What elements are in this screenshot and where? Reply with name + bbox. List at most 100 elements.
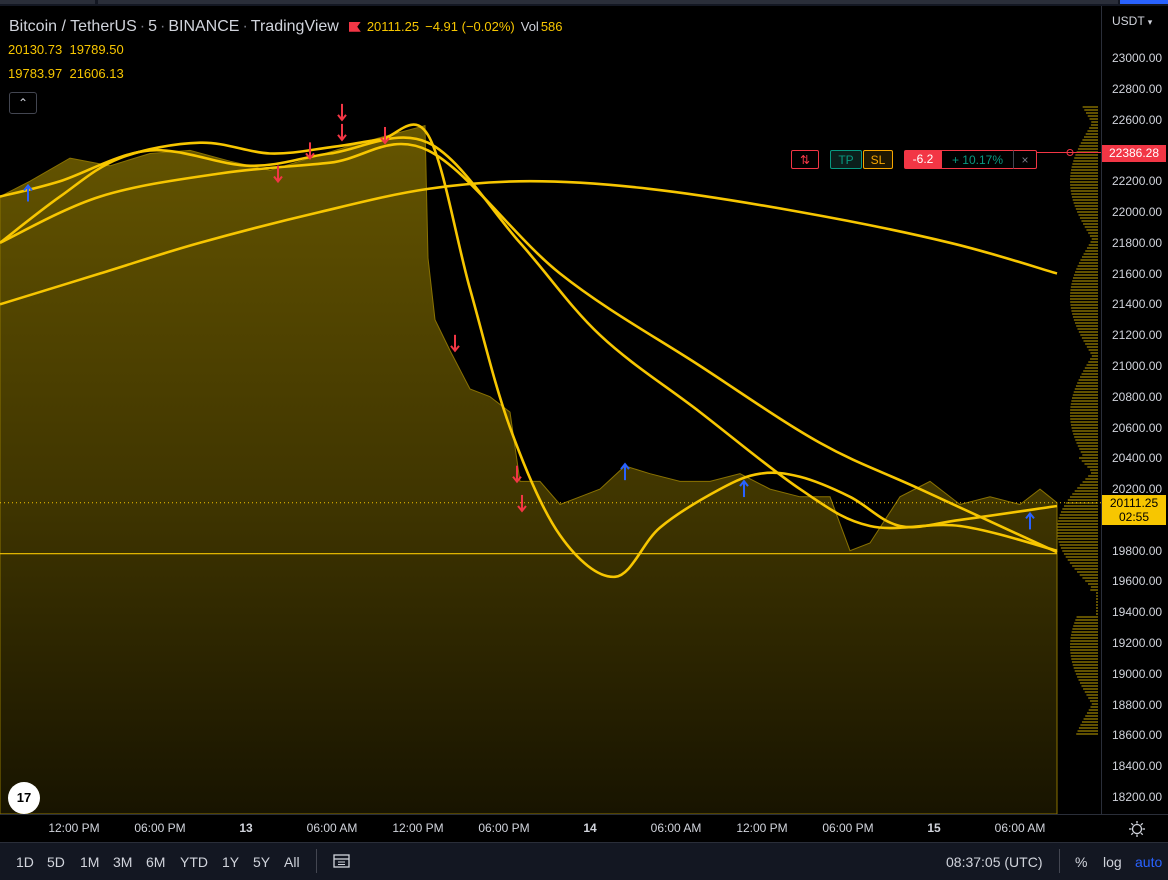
range-button-1y[interactable]: 1Y bbox=[222, 854, 240, 870]
volume-profile-bar bbox=[1073, 625, 1098, 627]
tradingview-logo[interactable]: 17 bbox=[8, 782, 40, 814]
volume-profile-bar bbox=[1077, 487, 1098, 489]
percent-scale-toggle[interactable]: % bbox=[1075, 854, 1088, 870]
range-button-1d[interactable]: 1D bbox=[16, 854, 34, 870]
volume-profile-bar bbox=[1085, 133, 1098, 135]
range-button-1m[interactable]: 1M bbox=[80, 854, 100, 870]
currency-label: USDT bbox=[1112, 14, 1145, 28]
volume-profile-bar bbox=[1056, 526, 1098, 528]
auto-scale-toggle[interactable]: auto bbox=[1135, 854, 1163, 870]
interval[interactable]: 5 bbox=[148, 18, 157, 35]
volume-profile-bar bbox=[1088, 232, 1098, 234]
volume-profile-bar bbox=[1085, 112, 1098, 114]
position-dot[interactable] bbox=[1066, 148, 1074, 156]
volume-profile-bar bbox=[1073, 391, 1098, 393]
volume-profile-bar bbox=[1070, 295, 1098, 297]
take-profit-button[interactable]: TP bbox=[830, 150, 862, 169]
volume-profile-bar bbox=[1056, 532, 1098, 534]
volume-profile-bar bbox=[1077, 148, 1098, 150]
volume-profile-bar bbox=[1089, 127, 1098, 129]
volume-profile-bar bbox=[1090, 124, 1098, 126]
volume-profile-bar bbox=[1077, 211, 1098, 213]
bar-countdown: 02:55 bbox=[1118, 510, 1150, 524]
sell-signal-arrow bbox=[273, 165, 283, 184]
volume-profile-bar bbox=[1057, 535, 1098, 537]
flag-icon[interactable] bbox=[348, 21, 361, 32]
volume-profile-bar bbox=[1077, 676, 1098, 678]
range-button-all[interactable]: All bbox=[284, 854, 300, 870]
volume-profile-bar bbox=[1056, 529, 1098, 531]
volume-profile-bar bbox=[1065, 502, 1098, 504]
volume-profile-bar bbox=[1070, 190, 1098, 192]
volume-profile-bar bbox=[1070, 298, 1098, 300]
time-tick: 12:00 PM bbox=[736, 821, 788, 835]
volume-profile-bar bbox=[1072, 430, 1098, 432]
collapse-legend-button[interactable]: ⌃ bbox=[9, 92, 37, 114]
stop-loss-button[interactable]: SL bbox=[863, 150, 893, 169]
range-button-5d[interactable]: 5D bbox=[47, 854, 65, 870]
time-axis[interactable] bbox=[0, 814, 1168, 843]
divider bbox=[316, 849, 317, 873]
chart-pane[interactable]: Bitcoin / TetherUS · 5 · BINANCE · TradingView… bbox=[0, 6, 1101, 815]
indicator-row[interactable]: 20130.73 19789.50 bbox=[8, 42, 124, 57]
publisher: TradingView bbox=[250, 18, 339, 35]
volume-profile-bar bbox=[1077, 730, 1098, 732]
volume-profile-bar bbox=[1082, 106, 1098, 108]
volume-profile-bar bbox=[1084, 463, 1098, 465]
close-position-button[interactable]: × bbox=[1013, 150, 1037, 169]
volume-profile-bar bbox=[1070, 649, 1098, 651]
log-scale-toggle[interactable]: log bbox=[1103, 854, 1122, 870]
volume-profile-bar bbox=[1083, 370, 1098, 372]
volume-profile-bar bbox=[1072, 565, 1098, 567]
volume-profile-bar bbox=[1071, 166, 1098, 168]
indicator-value: 21606.13 bbox=[69, 66, 124, 81]
price-tick: 20200.00 bbox=[1112, 482, 1163, 497]
range-button-5y[interactable]: 5Y bbox=[253, 854, 271, 870]
symbol-name[interactable]: Bitcoin / TetherUS bbox=[9, 18, 137, 35]
range-button-3m[interactable]: 3M bbox=[113, 854, 133, 870]
price-tick: 22200.00 bbox=[1112, 174, 1163, 189]
volume-profile-bar bbox=[1057, 538, 1098, 540]
volume-profile-bar bbox=[1070, 646, 1098, 648]
volume-profile-bar bbox=[1089, 235, 1098, 237]
volume-profile-bar bbox=[1073, 319, 1098, 321]
position-reverse-button[interactable]: ⇅ bbox=[791, 150, 819, 169]
utc-clock[interactable]: 08:37:05 (UTC) bbox=[946, 854, 1043, 870]
settings-gear-icon[interactable] bbox=[1128, 820, 1146, 838]
range-button-6m[interactable]: 6M bbox=[146, 854, 166, 870]
volume-profile-bar bbox=[1072, 316, 1098, 318]
volume-profile-bar bbox=[1083, 340, 1098, 342]
range-button-ytd[interactable]: YTD bbox=[180, 854, 208, 870]
volume-profile-bar bbox=[1073, 202, 1098, 204]
price-chart[interactable] bbox=[0, 6, 1101, 815]
volume-profile-bar bbox=[1088, 349, 1098, 351]
volume-profile-bar bbox=[1063, 553, 1098, 555]
volume-label: Vol bbox=[520, 19, 539, 34]
volume-profile-bar bbox=[1070, 418, 1098, 420]
sell-signal-arrow bbox=[337, 123, 347, 142]
time-tick: 14 bbox=[583, 821, 597, 835]
volume-profile-bar bbox=[1076, 616, 1098, 618]
volume-profile-bar bbox=[1083, 253, 1098, 255]
price-tick: 19200.00 bbox=[1112, 636, 1163, 651]
currency-selector[interactable]: USDT ▾ bbox=[1112, 14, 1152, 28]
price-tick: 22600.00 bbox=[1112, 112, 1163, 127]
position-price-value: 22386.28 bbox=[1108, 146, 1160, 160]
date-range-button[interactable] bbox=[332, 852, 352, 870]
indicator-row[interactable]: 19783.97 21606.13 bbox=[8, 66, 124, 81]
volume-profile-bar bbox=[1075, 385, 1098, 387]
price-axis[interactable] bbox=[1101, 6, 1168, 814]
volume-profile-bar bbox=[1071, 634, 1098, 636]
volume-profile-bar bbox=[1057, 523, 1098, 525]
volume-profile-bar bbox=[1096, 604, 1098, 606]
volume-profile-bar bbox=[1072, 394, 1098, 396]
chevron-up-icon: ⌃ bbox=[17, 96, 29, 110]
position-price-label: 22386.28 bbox=[1102, 145, 1166, 162]
volume-profile-bar bbox=[1079, 457, 1098, 459]
volume-profile-bar bbox=[1077, 265, 1098, 267]
volume-profile-bar bbox=[1077, 328, 1098, 330]
volume-profile-bar bbox=[1090, 589, 1098, 591]
price-tick: 20800.00 bbox=[1112, 389, 1163, 404]
ma-line-4 bbox=[0, 179, 1058, 306]
volume-profile-bar bbox=[1082, 139, 1098, 141]
